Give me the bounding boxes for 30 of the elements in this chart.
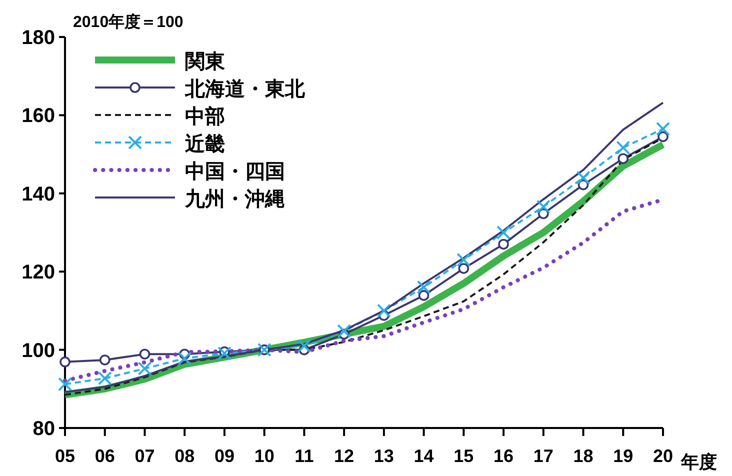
x-tick-label: 11 (294, 446, 314, 466)
x-tick-label: 05 (54, 446, 76, 466)
x-tick-label: 06 (94, 446, 115, 466)
y-axis-title: 2010年度＝100 (73, 12, 184, 31)
x-tick-label: 16 (494, 446, 514, 466)
x-tick-label: 10 (254, 446, 274, 466)
y-tick-label: 160 (22, 105, 55, 128)
y-tick-label: 120 (22, 262, 55, 284)
x-tick-label: 07 (134, 446, 155, 466)
legend-label: 中国・四国 (185, 161, 285, 183)
legend-label: 中部 (185, 105, 225, 128)
x-tick-label: 18 (573, 446, 594, 466)
y-tick-label: 100 (22, 340, 55, 362)
x-tick-label: 20 (652, 446, 674, 466)
legend-label: 近畿 (184, 132, 225, 156)
x-tick-label: 14 (414, 446, 434, 466)
x-axis-title: 年度 (680, 452, 717, 472)
x-tick-label: 15 (454, 446, 474, 466)
x-tick-label: 12 (334, 446, 354, 466)
x-tick-label: 08 (174, 446, 195, 466)
y-tick-label: 180 (22, 27, 55, 49)
x-tick-label: 09 (214, 446, 234, 466)
y-tick-label: 140 (22, 183, 55, 206)
x-tick-label: 17 (533, 446, 554, 466)
x-tick-label: 19 (613, 446, 634, 466)
legend-label: 九州・沖縄 (184, 188, 285, 210)
y-tick-label: 80 (32, 418, 55, 440)
legend-label: 関東 (185, 51, 225, 73)
legend-label: 北海道・東北 (184, 78, 306, 100)
x-tick-label: 13 (374, 446, 394, 466)
